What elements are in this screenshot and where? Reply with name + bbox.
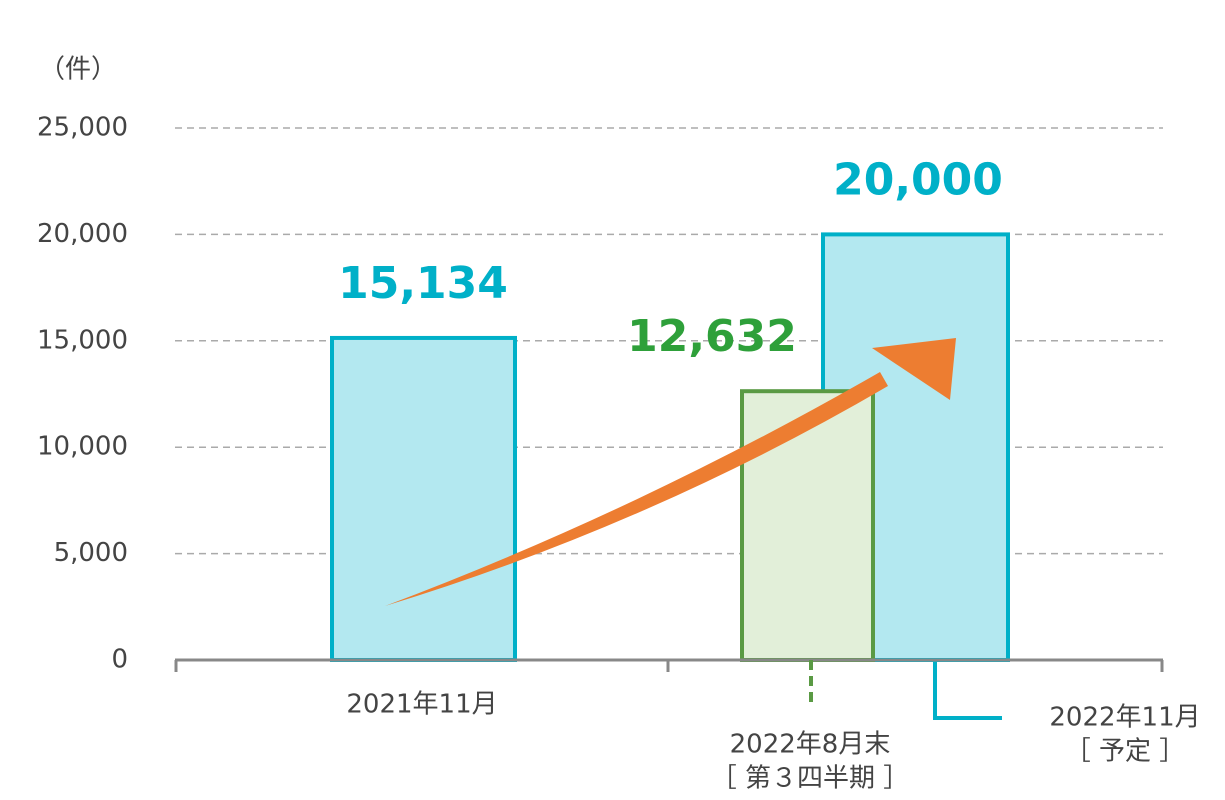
arrow-head <box>872 338 956 400</box>
y-tick-label: 5,000 <box>54 538 128 568</box>
x-tick-label: 2022年8月末 <box>730 730 891 760</box>
x-axis <box>174 658 1164 720</box>
grid <box>175 127 1163 661</box>
y-tick-label: 0 <box>111 645 128 675</box>
trend-arrow <box>385 338 956 606</box>
x-tick-note: ［ 予定 ］ <box>1065 737 1186 767</box>
y-tick-label: 10,000 <box>37 432 128 462</box>
y-tick-label: 20,000 <box>37 219 128 249</box>
value-label: 12,632 <box>627 311 797 362</box>
value-label: 15,134 <box>338 258 508 309</box>
y-tick-label: 15,000 <box>37 325 128 355</box>
y-unit: （件） <box>39 55 117 85</box>
x-tick-note: ［ 第３四半期 ］ <box>711 764 910 794</box>
bars <box>330 232 1010 662</box>
value-label: 20,000 <box>833 154 1003 205</box>
y-tick-label: 25,000 <box>37 113 128 143</box>
x-tick-label: 2022年11月 <box>1049 703 1200 733</box>
x-tick-label: 2021年11月 <box>346 690 497 720</box>
labels: 0 5,000 10,000 15,000 20,000 25,000 15,134 20,0… <box>37 113 1201 794</box>
bar <box>740 389 875 662</box>
connector <box>933 662 1002 720</box>
bar <box>330 335 517 662</box>
